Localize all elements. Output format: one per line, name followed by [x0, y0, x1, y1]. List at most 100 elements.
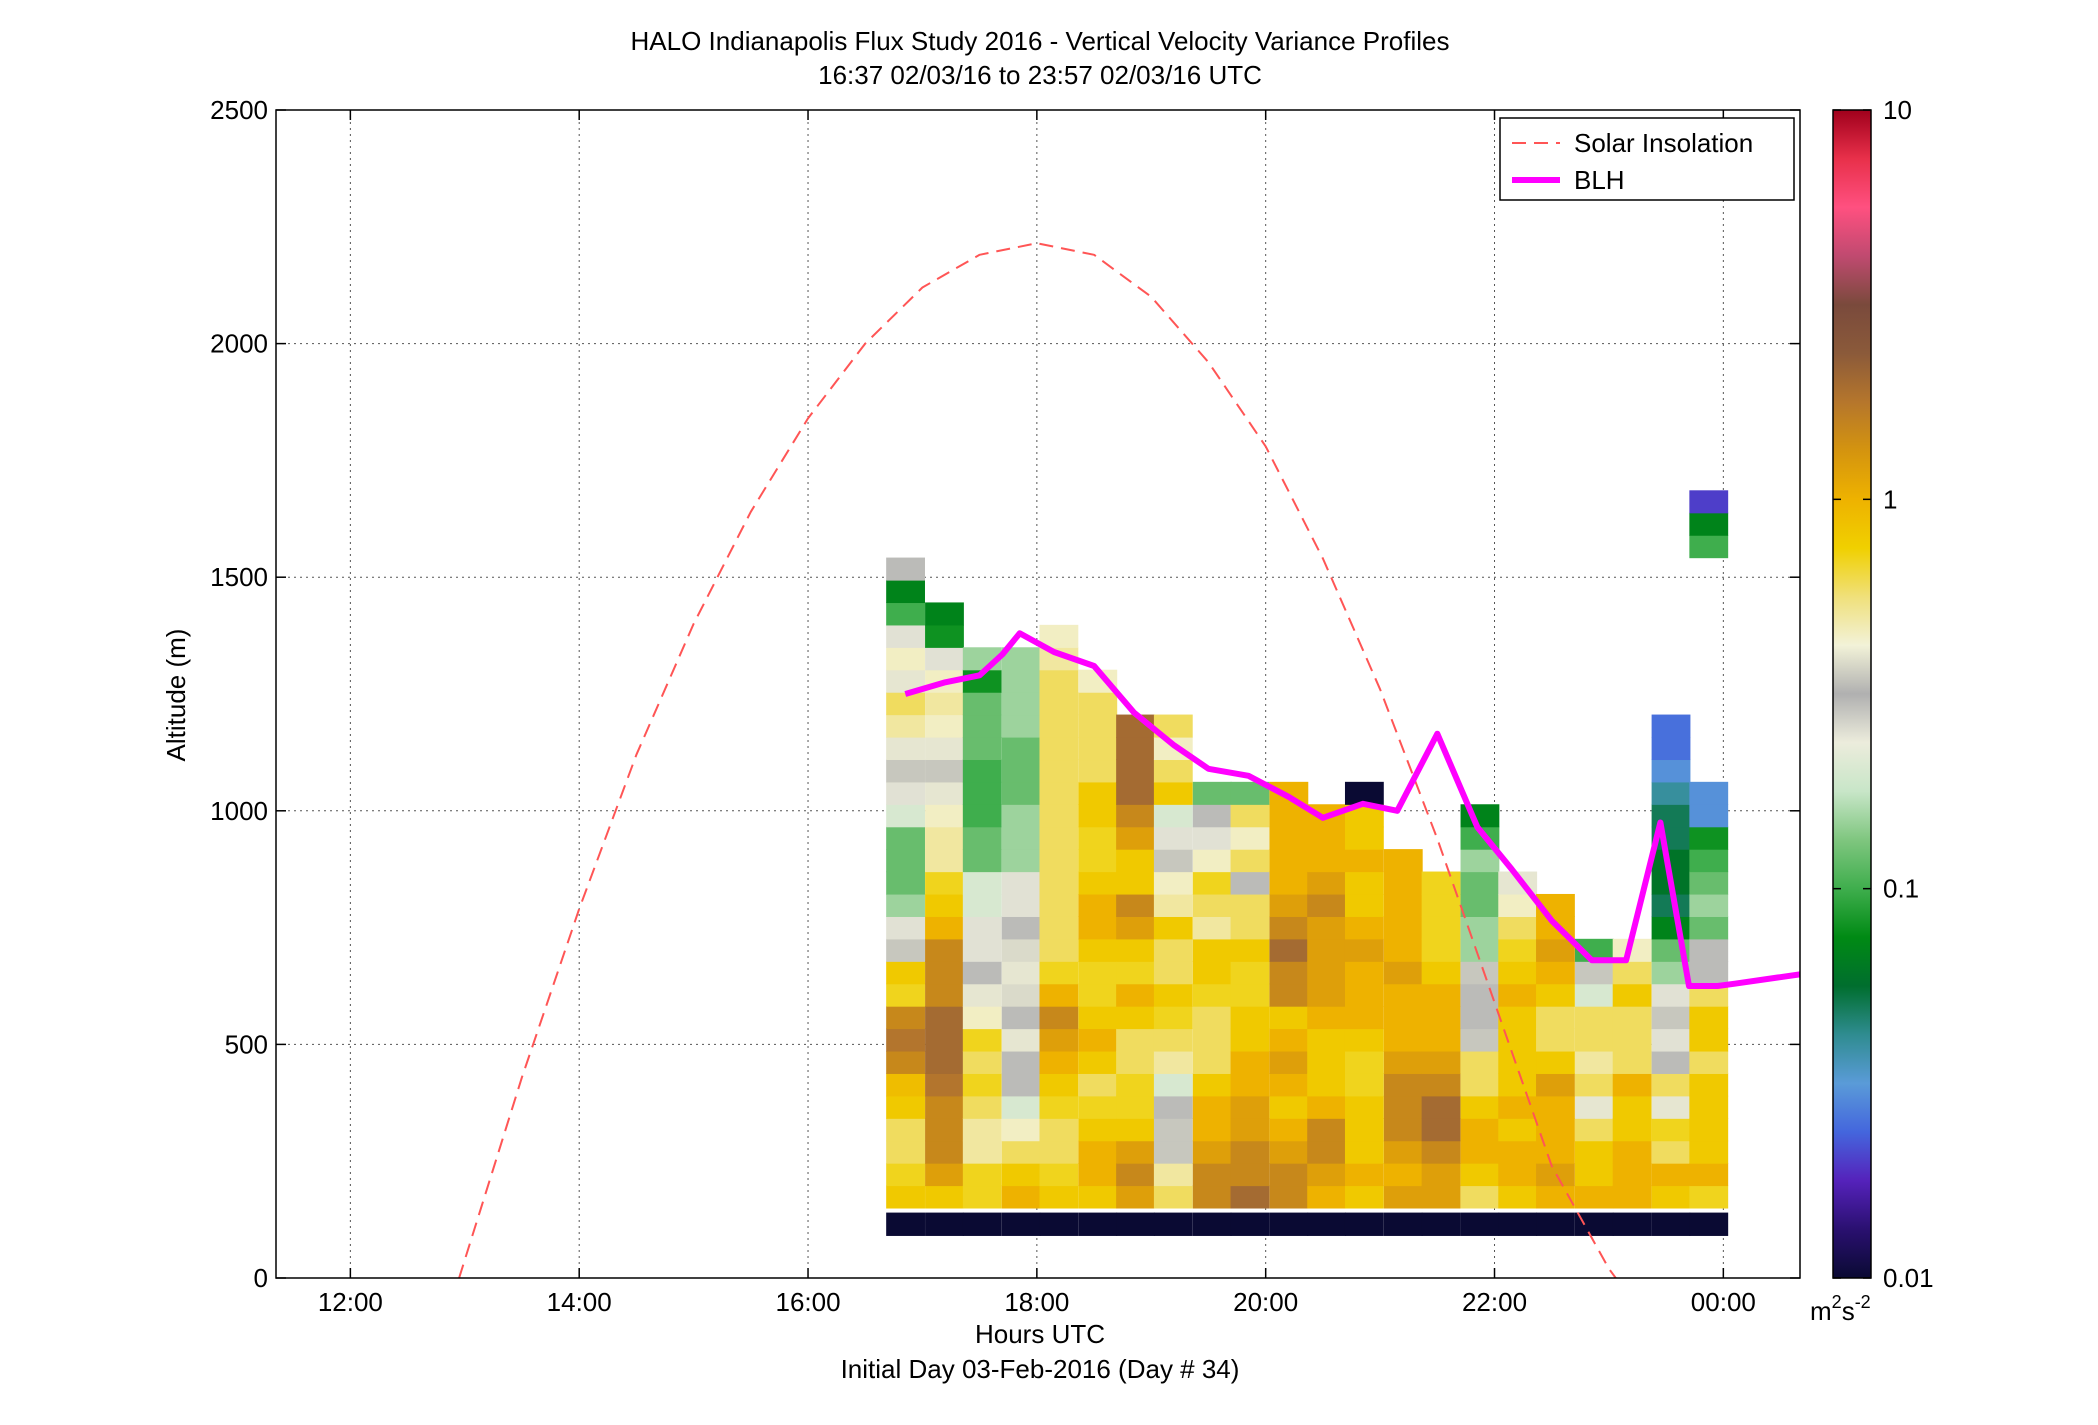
heatmap-cell: [1001, 669, 1041, 693]
heatmap-cell: [1192, 1006, 1232, 1030]
heatmap-cell: [1689, 1050, 1729, 1074]
heatmap-cell: [1192, 893, 1232, 917]
y-tick-label: 1500: [210, 562, 268, 592]
heatmap-cell: [1383, 983, 1423, 1007]
heatmap-cell: [1344, 804, 1384, 828]
heatmap-cell: [1269, 1050, 1309, 1074]
heatmap-cell: [1612, 938, 1652, 962]
heatmap-cell: [962, 871, 1002, 895]
heatmap-cell: [1078, 916, 1118, 940]
heatmap-cell: [1116, 826, 1155, 850]
heatmap-cell: [1536, 1140, 1575, 1164]
heatmap-cell: [1269, 1006, 1309, 1030]
heatmap-ground-cell: [1574, 1212, 1614, 1236]
heatmap-cell: [1651, 1050, 1691, 1074]
heatmap-cell: [886, 692, 925, 716]
heatmap-cell: [1307, 1006, 1347, 1030]
heatmap-cell: [1307, 893, 1347, 917]
heatmap-cell: [1612, 1095, 1652, 1119]
heatmap-cell: [962, 1028, 1002, 1052]
heatmap-cell: [962, 1185, 1002, 1209]
heatmap-cell: [1230, 1140, 1270, 1164]
heatmap-cell: [1078, 938, 1118, 962]
heatmap-cell: [1612, 1073, 1652, 1097]
heatmap-cell: [1153, 804, 1193, 828]
heatmap-cell: [1498, 1118, 1538, 1142]
heatmap-cell: [1039, 781, 1079, 805]
heatmap-cell: [925, 781, 964, 805]
heatmap-cell: [1230, 1163, 1270, 1187]
heatmap-cell: [1001, 781, 1041, 805]
colorbar-unit-exp1: 2: [1832, 1292, 1842, 1312]
heatmap-cell: [1039, 1050, 1079, 1074]
heatmap-cell: [1230, 849, 1270, 873]
colorbar-tick-label: 1: [1883, 484, 1897, 514]
heatmap-cell: [1116, 1073, 1155, 1097]
heatmap-cell: [1344, 1185, 1384, 1209]
heatmap-cell: [1269, 983, 1309, 1007]
heatmap-cell: [886, 714, 925, 738]
heatmap-cell: [1460, 871, 1500, 895]
heatmap-cell: [1536, 1006, 1575, 1030]
heatmap-cell: [1153, 1095, 1193, 1119]
heatmap-cell: [1230, 916, 1270, 940]
heatmap-cell: [1192, 961, 1232, 985]
heatmap-cell: [1344, 1050, 1384, 1074]
heatmap-cell: [962, 1140, 1002, 1164]
chart-title: HALO Indianapolis Flux Study 2016 - Vert…: [631, 26, 1450, 56]
x-tick-label: 20:00: [1233, 1287, 1298, 1317]
heatmap-cell: [1689, 893, 1729, 917]
heatmap-cell: [1001, 1095, 1041, 1119]
heatmap-cell: [1230, 1006, 1270, 1030]
heatmap-cell: [1689, 1028, 1729, 1052]
heatmap-cell: [1536, 1095, 1575, 1119]
heatmap-cell: [1001, 916, 1041, 940]
heatmap-cell: [1192, 1163, 1232, 1187]
heatmap-cell: [1344, 1028, 1384, 1052]
heatmap-cell: [1001, 826, 1041, 850]
heatmap-ground-cell: [1192, 1212, 1232, 1236]
heatmap-cell: [886, 1095, 925, 1119]
heatmap-cell: [1153, 893, 1193, 917]
heatmap-cell: [1307, 1073, 1347, 1097]
heatmap-cell: [1383, 849, 1423, 873]
colorbar-ticks: 10 1 0.1 0.01: [1833, 95, 1934, 1293]
heatmap-cell: [1078, 893, 1118, 917]
heatmap-cell: [1039, 826, 1079, 850]
heatmap-cell: [1651, 961, 1691, 985]
heatmap-cell: [1116, 983, 1155, 1007]
heatmap-cell: [1651, 1118, 1691, 1142]
heatmap-ground-cell: [1651, 1212, 1691, 1236]
heatmap-cell: [1001, 647, 1041, 671]
heatmap-cell: [1078, 714, 1118, 738]
heatmap-cell: [1651, 1163, 1691, 1187]
heatmap-cell: [1651, 759, 1691, 783]
x-axis-label: Hours UTC: [975, 1319, 1105, 1349]
heatmap-cell: [886, 759, 925, 783]
colorbar-tick-label: 10: [1883, 95, 1912, 125]
x-tick-label: 16:00: [775, 1287, 840, 1317]
heatmap-cell: [886, 647, 925, 671]
heatmap-cell: [1116, 961, 1155, 985]
heatmap-ground-cell: [1078, 1212, 1118, 1236]
plot-frame: [275, 109, 1801, 1279]
heatmap-cell: [886, 1185, 925, 1209]
heatmap-cell: [1536, 938, 1575, 962]
heatmap-cell: [1689, 983, 1729, 1007]
heatmap-cell: [925, 916, 964, 940]
heatmap-cell: [1344, 871, 1384, 895]
heatmap-cell: [1230, 871, 1270, 895]
heatmap-cell: [1498, 1028, 1538, 1052]
heatmap-cell: [1651, 1185, 1691, 1209]
heatmap-cell: [1307, 1050, 1347, 1074]
heatmap-cell: [1651, 849, 1691, 873]
heatmap-cell: [1078, 1140, 1118, 1164]
heatmap-cell: [1460, 1028, 1500, 1052]
y-axis-label: Altitude (m): [161, 629, 191, 762]
heatmap-cell: [886, 1073, 925, 1097]
heatmap-cell: [1460, 1118, 1500, 1142]
colorbar-unit: m2s-2: [1810, 1292, 1871, 1326]
heatmap-cell: [886, 983, 925, 1007]
heatmap-cell: [1689, 512, 1729, 536]
heatmap-cell: [1116, 781, 1155, 805]
